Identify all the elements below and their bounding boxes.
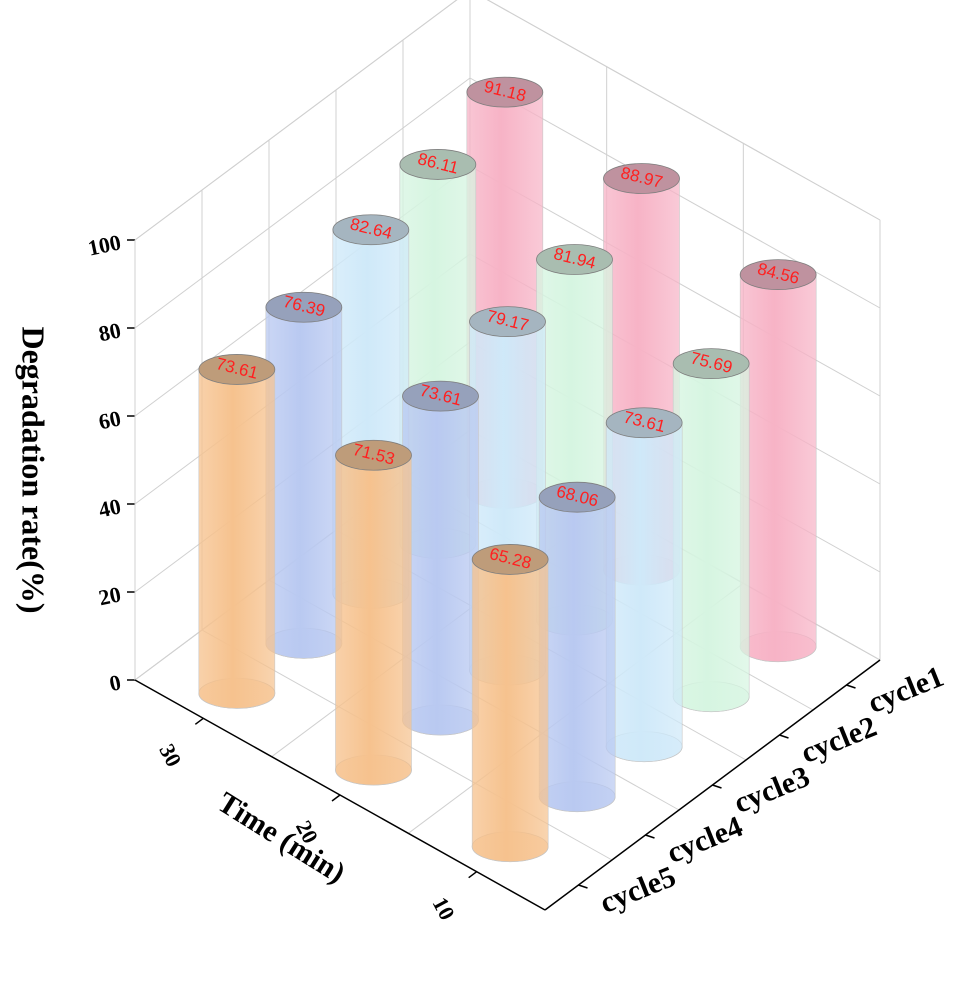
y-tick-label: 100 [86, 229, 123, 260]
bar [538, 496, 616, 812]
bar-top [198, 354, 276, 385]
legend-label: cycle2 [796, 710, 881, 770]
z-tick [779, 734, 789, 739]
grid-line [134, 77, 471, 329]
z-tick [712, 784, 722, 789]
bar-top-shade [606, 407, 683, 438]
bar-top-shade [740, 259, 817, 290]
z-tick [846, 684, 856, 689]
y-tick-label: 40 [96, 493, 123, 522]
bar [605, 422, 683, 762]
bar-top-shade [466, 77, 543, 108]
box-edge [486, 0, 881, 221]
x-tick-label: 30 [154, 740, 186, 771]
bar-top [672, 348, 750, 380]
bar-top [605, 407, 683, 439]
bar-top-shade [536, 244, 613, 275]
bar-top-shade [472, 544, 549, 575]
bar-top [739, 259, 817, 291]
bar-top-shade [265, 292, 342, 323]
bar-top-shade [335, 440, 412, 471]
bar-top [603, 163, 680, 194]
y-axis-title: Degradation rate(%) [16, 326, 52, 613]
bar-top-shade [332, 214, 409, 245]
bar-top-shade [469, 306, 546, 337]
x-tick [194, 717, 204, 725]
y-tick-label: 80 [96, 317, 123, 346]
bar-top [466, 76, 544, 108]
bar-top [536, 244, 613, 275]
legend-label: cycle5 [595, 860, 680, 920]
bar-top [335, 439, 412, 471]
x-tick [468, 871, 478, 879]
bar [672, 363, 750, 712]
bar-top [399, 149, 477, 180]
x-axis-title: Time (min) [212, 786, 351, 890]
bar [265, 306, 343, 659]
z-tick [578, 884, 588, 889]
box-edge [134, 0, 458, 241]
x-tick-label: 10 [428, 893, 460, 924]
bar-top-shade [603, 163, 680, 194]
bar-top [402, 380, 479, 412]
bar-top [332, 214, 410, 246]
bar-top [471, 544, 549, 575]
z-tick [645, 834, 655, 839]
bar-top-shade [539, 482, 616, 513]
bar [471, 559, 549, 862]
bar-top [265, 291, 343, 323]
y-tick-label: 20 [96, 581, 123, 610]
x-tick [331, 794, 341, 802]
bar-top [469, 306, 546, 338]
bar-top-shade [399, 149, 476, 180]
bar-top-shade [402, 381, 479, 412]
bar-top [538, 481, 616, 513]
legend-label: cycle3 [729, 760, 814, 820]
bar [198, 369, 276, 709]
y-tick-label: 0 [107, 669, 123, 696]
bar-top-shade [673, 348, 750, 379]
legend-label: cycle1 [863, 660, 948, 720]
legend-label: cycle4 [662, 810, 747, 870]
bar [335, 454, 412, 786]
bar [402, 395, 479, 736]
bar [739, 274, 817, 662]
y-tick-label: 60 [96, 405, 123, 434]
bar-top-shade [198, 354, 275, 385]
